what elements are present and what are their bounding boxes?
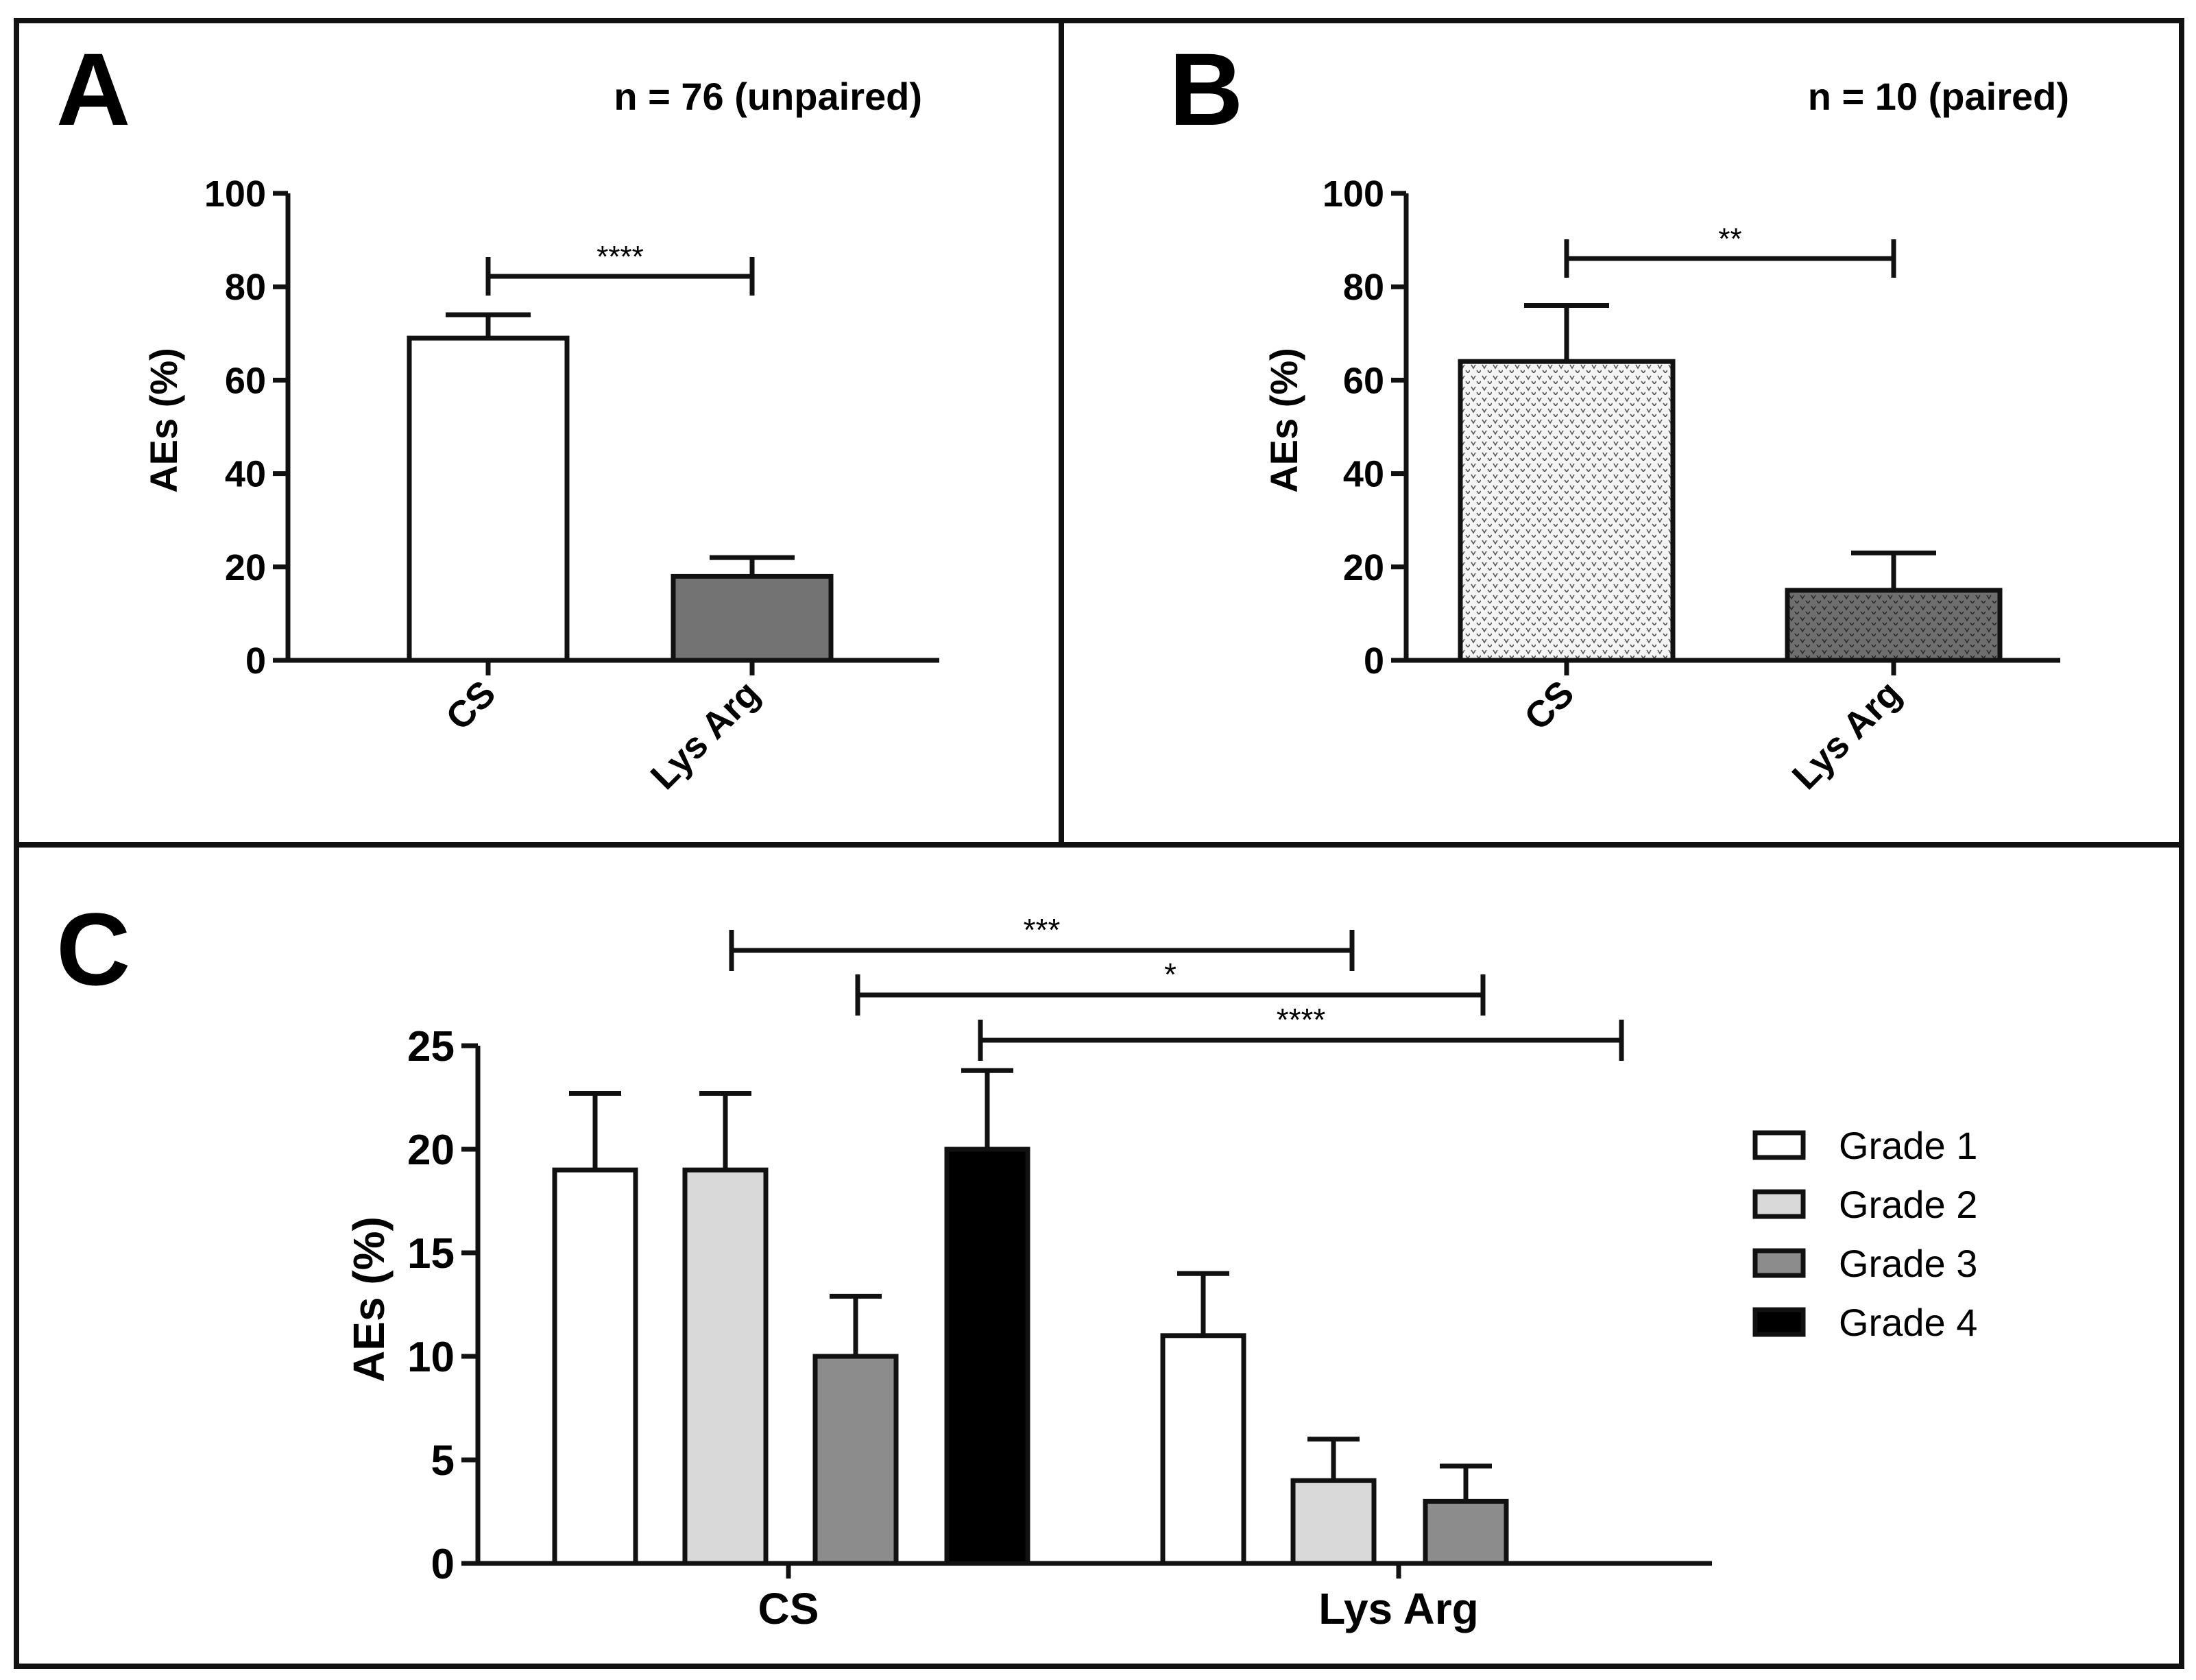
chart-c-bar-lys-arg-grade-3 bbox=[1423, 1498, 1509, 1566]
panel-a-letter: A bbox=[56, 32, 130, 147]
chartA-bar-cs bbox=[407, 335, 570, 663]
panel-a-note: n = 76 (unpaired) bbox=[614, 75, 922, 118]
chartA-x-tick-label: CS bbox=[438, 673, 503, 738]
panel-b-letter: B bbox=[1169, 32, 1243, 147]
chartB-sig-label: ** bbox=[1718, 222, 1741, 256]
chartA-y-tick-label: 80 bbox=[225, 267, 266, 308]
chartB-y-tick-label: 40 bbox=[1343, 454, 1384, 495]
chartA-y-tick-label: 20 bbox=[225, 547, 266, 588]
chartB-bar-cs bbox=[1458, 359, 1676, 663]
chartB-y-tick-label: 20 bbox=[1343, 547, 1384, 588]
chartB-y-tick-label: 60 bbox=[1343, 360, 1384, 401]
chartB-y-tick-label: 80 bbox=[1343, 267, 1384, 308]
chart-c-bar-cs-grade-3 bbox=[812, 1354, 899, 1566]
chart-a: AEs (%) 0 20 40 60 80 100 CS Lys Arg **** bbox=[142, 173, 939, 797]
chart-c-bar-cs-grade-1 bbox=[552, 1167, 638, 1566]
chartB-y-tick-label: 100 bbox=[1323, 173, 1384, 215]
chart-c-bar-cs-grade-4 bbox=[944, 1147, 1030, 1566]
legend-label-grade-1: Grade 1 bbox=[1839, 1124, 1977, 1167]
legend-swatch-grade-2 bbox=[1752, 1189, 1806, 1219]
chartB-bar-lys-arg bbox=[1785, 588, 2003, 663]
chartA-y-tick-label: 100 bbox=[204, 173, 266, 215]
chartB-x-tick-label: CS bbox=[1517, 673, 1582, 738]
chart-c-y-tick-label: 10 bbox=[407, 1334, 455, 1381]
chartA-y-tick-label: 40 bbox=[225, 454, 266, 495]
chartA-y-tick-label: 60 bbox=[225, 360, 266, 401]
chart-c-y-tick-label: 20 bbox=[407, 1127, 455, 1174]
chart-c-y-tick-label: 5 bbox=[431, 1437, 455, 1485]
chart-c-x-tick-label: CS bbox=[758, 1584, 819, 1633]
legend-label-grade-3: Grade 3 bbox=[1839, 1242, 1977, 1285]
chartB-y-tick-label: 0 bbox=[1364, 640, 1384, 682]
chartB-x-tick-label: Lys Arg bbox=[1785, 673, 1909, 797]
chartA-sig-label: **** bbox=[596, 240, 644, 274]
chart-b: AEs (%) 0 20 40 60 80 100 CS Lys Arg ** bbox=[1262, 173, 2060, 797]
chart-b-ylabel: AEs (%) bbox=[1262, 348, 1305, 493]
chart-c-y-tick-label: 0 bbox=[431, 1541, 455, 1588]
chart-c-sig-label: **** bbox=[1277, 1002, 1326, 1037]
chart-c-sig-label: * bbox=[1164, 957, 1177, 992]
chart-c-y-tick-label: 15 bbox=[407, 1230, 455, 1277]
legend-swatch-grade-4 bbox=[1752, 1307, 1806, 1337]
panel-c-letter: C bbox=[56, 891, 130, 1007]
chart-c-bar-lys-arg-grade-2 bbox=[1290, 1478, 1377, 1566]
chartA-x-tick-label: Lys Arg bbox=[643, 673, 768, 797]
legend-swatch-grade-3 bbox=[1752, 1248, 1806, 1278]
chart-c-bar-lys-arg-grade-1 bbox=[1160, 1333, 1246, 1566]
legend-label-grade-4: Grade 4 bbox=[1839, 1301, 1977, 1344]
chart-c-ylabel: AEs (%) bbox=[344, 1216, 394, 1382]
chart-c-sig-label: *** bbox=[1024, 912, 1061, 948]
legend-swatch-grade-1 bbox=[1752, 1130, 1806, 1160]
chartA-y-tick-label: 0 bbox=[245, 640, 266, 682]
chart-a-ylabel: AEs (%) bbox=[142, 348, 185, 493]
panel-b-note: n = 10 (paired) bbox=[1808, 75, 2069, 118]
chart-c-bar-cs-grade-2 bbox=[682, 1167, 769, 1566]
chartA-bar-lys-arg bbox=[671, 573, 834, 663]
chart-c-y-tick-label: 25 bbox=[407, 1023, 455, 1070]
chart-c-x-tick-label: Lys Arg bbox=[1318, 1584, 1479, 1633]
legend-label-grade-2: Grade 2 bbox=[1839, 1183, 1977, 1226]
